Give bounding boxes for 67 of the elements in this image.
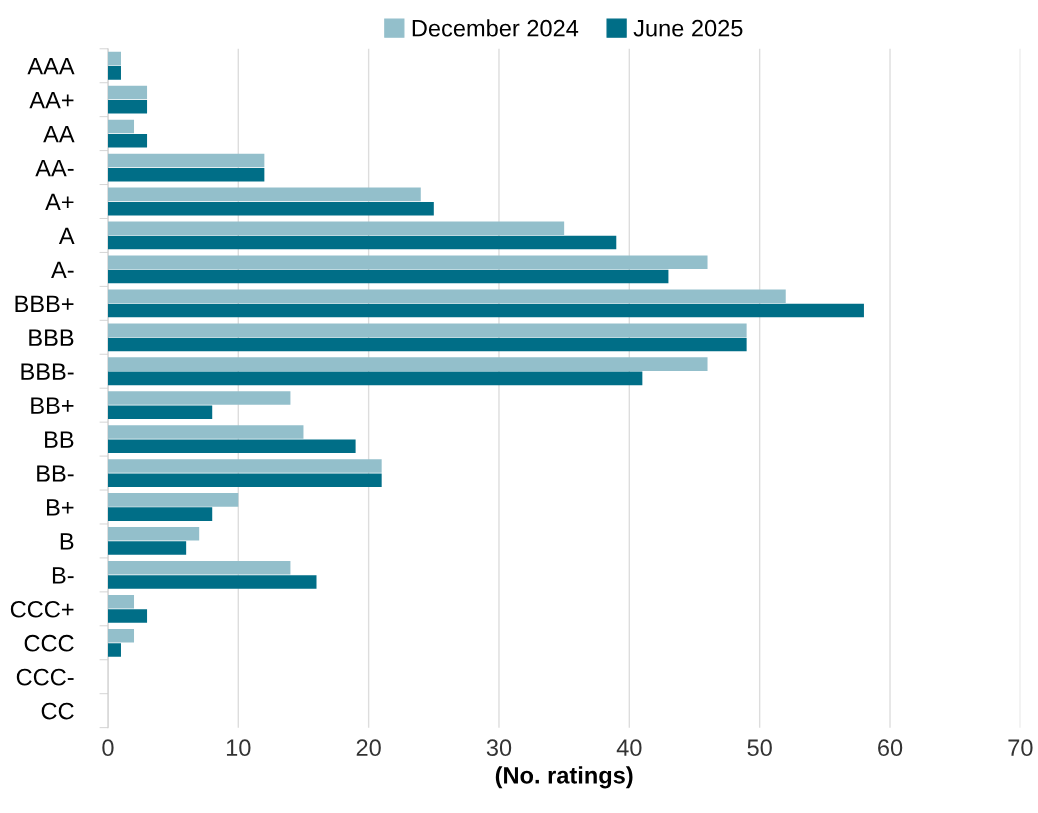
y-tick-label: B+: [47, 499, 74, 516]
x-tick-label: 10: [226, 739, 251, 757]
y-tick-label: BBB+: [15, 295, 74, 312]
y-tick-label: CCC-: [16, 668, 74, 686]
bar: [107, 100, 148, 114]
bar: [107, 133, 148, 148]
x-tick-label: 30: [486, 739, 512, 757]
bar: [107, 51, 121, 66]
x-tick-label: 60: [878, 739, 903, 757]
bar: [107, 628, 135, 643]
x-tick-label: 20: [356, 739, 381, 757]
y-tick-label: CCC: [24, 634, 74, 652]
bar: [107, 119, 135, 134]
bar: [107, 269, 669, 284]
bar: [107, 187, 421, 202]
bar: [107, 85, 148, 100]
bar: [107, 391, 291, 405]
x-tick-label: 40: [616, 739, 642, 757]
y-tick-label: BB: [45, 431, 74, 448]
bar: [107, 527, 200, 541]
y-tick-label: A-: [51, 261, 74, 278]
bar: [107, 235, 617, 250]
y-tick-label: B: [60, 533, 74, 550]
y-tick-label: BB+: [31, 397, 74, 414]
bar: [107, 560, 291, 575]
bar: [107, 473, 382, 487]
bar: [107, 371, 643, 386]
bar: [107, 221, 565, 236]
bar: [107, 167, 265, 182]
bar: [107, 337, 747, 352]
bar: [107, 541, 187, 555]
bar: [107, 66, 121, 80]
x-tick-label: 0: [102, 739, 114, 757]
bar: [107, 609, 148, 623]
bar: [107, 153, 265, 168]
y-tick-label: B-: [52, 567, 74, 584]
x-tick-label: 50: [747, 739, 772, 757]
legend-label: June 2025: [633, 19, 743, 37]
y-tick-label: CC: [41, 702, 74, 720]
y-tick-label: AAA: [27, 58, 75, 75]
bar: [107, 357, 708, 371]
y-tick-label: BBB: [29, 329, 74, 346]
legend-label: December 2024: [412, 19, 579, 37]
bar: [107, 303, 864, 318]
y-tick-label: CCC+: [10, 600, 74, 618]
y-tick-label: AA-: [35, 159, 74, 177]
bar: [107, 425, 304, 439]
bar: [107, 439, 356, 454]
y-tick-label: A+: [45, 193, 74, 211]
y-tick-label: A: [58, 227, 75, 245]
y-tick-label: AA: [43, 125, 75, 143]
bar: [107, 575, 317, 589]
bar: [107, 201, 434, 216]
x-tick-label: 70: [1008, 739, 1033, 757]
y-tick-label: BB-: [37, 465, 74, 482]
bar: [107, 289, 786, 303]
bar: [107, 405, 213, 420]
y-tick-label: BBB-: [21, 363, 74, 380]
bar: [107, 323, 747, 337]
bar: [107, 459, 382, 473]
bar: [107, 507, 213, 521]
bar: [107, 643, 121, 657]
bar: [107, 255, 708, 270]
y-tick-label: AA+: [29, 92, 74, 109]
bar: [107, 594, 135, 609]
bar: [107, 493, 239, 507]
x-axis-title: (No. ratings): [495, 766, 633, 789]
